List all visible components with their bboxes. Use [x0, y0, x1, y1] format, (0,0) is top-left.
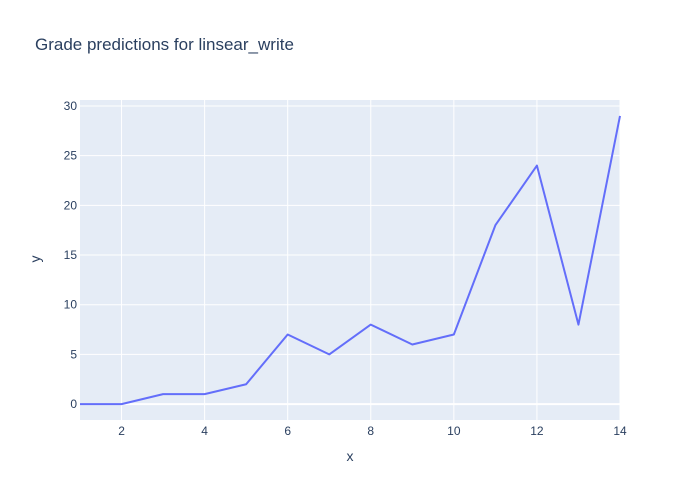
x-tick-label: 10: [447, 424, 461, 438]
x-tick-label: 8: [367, 424, 374, 438]
y-tick-label: 10: [64, 298, 78, 312]
y-tick-label: 20: [64, 198, 78, 212]
x-axis-label: x: [347, 448, 354, 464]
y-tick-label: 0: [70, 397, 77, 411]
y-axis-label: y: [27, 256, 43, 263]
y-tick-label: 15: [64, 248, 78, 262]
x-tick-label: 14: [613, 424, 627, 438]
x-tick-label: 2: [118, 424, 125, 438]
x-tick-label: 6: [284, 424, 291, 438]
chart-title: Grade predictions for linsear_write: [35, 35, 294, 54]
y-tick-label: 5: [70, 347, 77, 361]
series-layer: [80, 115, 621, 406]
x-tick-label: 12: [530, 424, 544, 438]
x-tick-label: 4: [201, 424, 208, 438]
y-tick-label: 30: [64, 99, 78, 113]
plot-area: [80, 100, 620, 420]
y-axis-ticks: 0 5 10 15 20 25 30: [64, 99, 78, 411]
series-line: [80, 115, 621, 406]
grid-lines: [80, 100, 621, 420]
x-axis-ticks: 2 4 6 8 10 12 14: [118, 424, 627, 438]
y-tick-label: 25: [64, 149, 78, 163]
